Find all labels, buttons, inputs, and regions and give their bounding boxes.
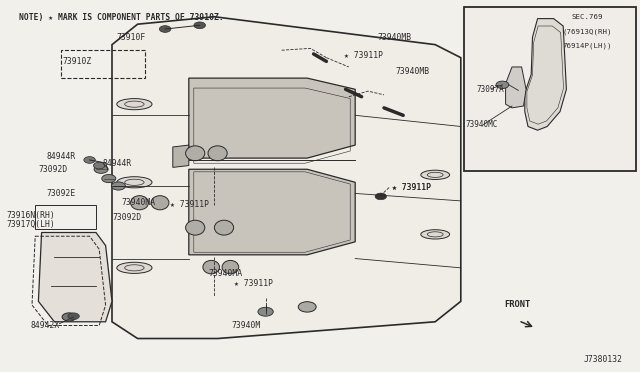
Circle shape <box>102 174 116 183</box>
Text: ★ 73911P: ★ 73911P <box>392 183 431 192</box>
Ellipse shape <box>151 196 169 210</box>
Ellipse shape <box>421 230 450 239</box>
Circle shape <box>68 313 79 320</box>
Text: NOTE) ★ MARK IS COMPONENT PARTS OF 73910Z.: NOTE) ★ MARK IS COMPONENT PARTS OF 73910… <box>19 13 224 22</box>
Text: 73092E: 73092E <box>46 189 76 198</box>
Bar <box>61 50 145 78</box>
Text: ★ 73911P: ★ 73911P <box>234 279 273 288</box>
Circle shape <box>62 313 76 321</box>
Circle shape <box>94 165 108 173</box>
Ellipse shape <box>186 220 205 235</box>
Circle shape <box>258 307 273 316</box>
Circle shape <box>298 302 316 312</box>
Ellipse shape <box>203 260 220 274</box>
Text: (76913Q(RH): (76913Q(RH) <box>563 28 612 35</box>
Text: 73940MA: 73940MA <box>122 198 156 207</box>
Ellipse shape <box>186 146 205 161</box>
Ellipse shape <box>117 99 152 110</box>
Text: 84944R: 84944R <box>102 159 132 168</box>
Text: 73916N(RH): 73916N(RH) <box>6 211 55 220</box>
Text: ★ 73911P: ★ 73911P <box>170 200 209 209</box>
Text: 73910Z: 73910Z <box>63 57 92 66</box>
Text: J7380132: J7380132 <box>583 355 622 364</box>
Text: 73940MB: 73940MB <box>378 33 412 42</box>
Text: ★ 73911P: ★ 73911P <box>392 183 431 192</box>
Polygon shape <box>506 67 526 108</box>
Ellipse shape <box>421 170 450 180</box>
Text: 73940MA: 73940MA <box>208 269 242 278</box>
Text: 76914P(LH)): 76914P(LH)) <box>563 42 612 49</box>
Text: 84942X: 84942X <box>30 321 60 330</box>
Text: 73092D: 73092D <box>112 213 141 222</box>
Text: FRONT: FRONT <box>504 300 531 309</box>
Circle shape <box>194 22 205 29</box>
Ellipse shape <box>117 262 152 273</box>
Ellipse shape <box>214 220 234 235</box>
Text: 73940MC: 73940MC <box>466 120 499 129</box>
Circle shape <box>375 193 387 200</box>
Polygon shape <box>112 17 461 339</box>
Text: 73940MB: 73940MB <box>396 67 429 76</box>
Polygon shape <box>189 169 355 255</box>
Polygon shape <box>173 145 189 167</box>
Circle shape <box>93 162 105 169</box>
Ellipse shape <box>117 177 152 188</box>
Ellipse shape <box>208 146 227 161</box>
Circle shape <box>84 157 95 163</box>
Text: 73092D: 73092D <box>38 165 68 174</box>
Text: 73097A: 73097A <box>476 85 504 94</box>
Ellipse shape <box>131 196 148 210</box>
Text: 73910F: 73910F <box>116 33 146 42</box>
Text: 84944R: 84944R <box>46 152 76 161</box>
Ellipse shape <box>222 260 239 274</box>
Text: 73917Q(LH): 73917Q(LH) <box>6 220 55 229</box>
Polygon shape <box>525 19 566 130</box>
Text: SEC.769: SEC.769 <box>572 14 604 20</box>
Circle shape <box>159 26 171 32</box>
Bar <box>35 205 96 229</box>
Circle shape <box>111 182 125 190</box>
Text: 73940M: 73940M <box>232 321 261 330</box>
Polygon shape <box>38 232 112 322</box>
Polygon shape <box>189 78 355 158</box>
Bar <box>464 7 636 171</box>
Circle shape <box>496 81 509 89</box>
Text: ★ 73911P: ★ 73911P <box>344 51 383 60</box>
